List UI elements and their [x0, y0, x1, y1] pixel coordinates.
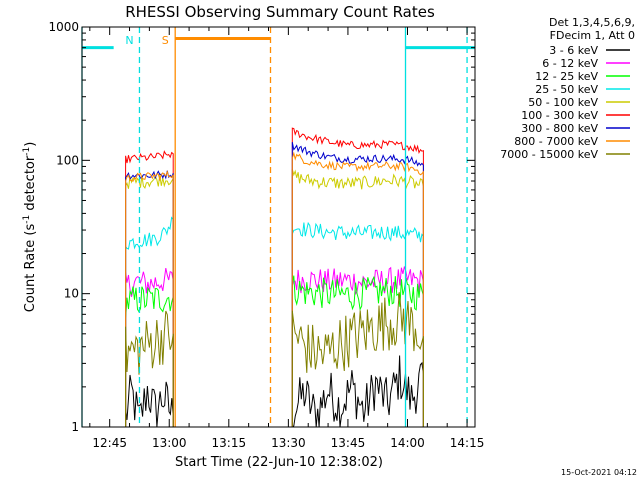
legend-label: 7000 - 15000 keV [500, 148, 598, 161]
y-axis-label-mid: detector [23, 155, 38, 215]
legend-label: 300 - 800 keV [521, 122, 598, 135]
legend-label: 12 - 25 keV [535, 70, 598, 83]
legend-label: 3 - 6 keV [549, 44, 598, 57]
y-axis-label-suffix: ) [23, 142, 38, 147]
legend-label: 50 - 100 keV [528, 96, 598, 109]
chart-title: RHESSI Observing Summary Count Rates [125, 3, 435, 21]
x-tick-label: 14:00 [390, 436, 425, 450]
y-axis-label-sup1: -1 [22, 215, 32, 224]
x-axis-label: Start Time (22-Jun-10 12:38:02) [175, 455, 383, 470]
series-line-50-100-keV-seg1 [291, 168, 424, 427]
series-line-6-12-keV-seg1 [291, 266, 424, 427]
series-line-7000-15000-keV-seg0 [125, 310, 174, 427]
marker-label-N: N [125, 34, 133, 47]
series-line-100-300-keV-seg0 [125, 150, 174, 427]
x-tick-label: 13:45 [331, 436, 366, 450]
legend-label: 100 - 300 keV [521, 109, 598, 122]
y-axis-label-sup2: -1 [22, 147, 32, 156]
series-line-3-6-keV-seg1 [292, 355, 424, 428]
legend-label: 800 - 7000 keV [514, 135, 598, 148]
x-axis-ticks: 12:45 13:00 13:15 13:30 13:45 14:00 14:15 [89, 27, 485, 450]
legend-label: 25 - 50 keV [535, 83, 598, 96]
series-line-25-50-keV-seg0 [125, 216, 174, 427]
y-axis-label: Count Rate (s-1 detector-1) [22, 142, 38, 313]
x-tick-label: 13:15 [212, 436, 247, 450]
x-tick-label: 12:45 [92, 436, 127, 450]
legend-header-line-2: FDecim 1, Att 0 [550, 29, 635, 42]
x-tick-label: 13:00 [152, 436, 187, 450]
series-line-25-50-keV-seg1 [291, 221, 424, 427]
y-axis-ticks: 1 10 100 1000 [48, 20, 475, 434]
y-tick-label: 1000 [48, 20, 79, 34]
y-tick-label: 10 [64, 287, 79, 301]
plot-frame [81, 26, 476, 428]
series-line-12-25-keV-seg0 [125, 286, 174, 427]
legend-label: 6 - 12 keV [542, 57, 598, 70]
series-line-800-7000-keV-seg1 [291, 151, 424, 427]
y-axis-label-prefix: Count Rate (s [23, 224, 38, 313]
y-tick-label: 100 [56, 153, 79, 167]
series-line-300-800-keV-seg1 [291, 142, 424, 427]
legend: Det 1,3,4,5,6,9, FDecim 1, Att 0 3 - 6 k… [500, 16, 635, 161]
legend-header-line-1: Det 1,3,4,5,6,9, [549, 16, 635, 29]
series-line-50-100-keV-seg0 [125, 174, 174, 427]
x-tick-label: 13:30 [271, 436, 306, 450]
series-line-12-25-keV-seg1 [291, 275, 424, 427]
x-tick-label: 14:15 [450, 436, 485, 450]
y-tick-label: 1 [71, 420, 79, 434]
series-line-100-300-keV-seg1 [291, 127, 424, 427]
plot-area [125, 127, 424, 428]
series-line-7000-15000-keV-seg1 [291, 292, 424, 427]
series-line-800-7000-keV-seg0 [125, 170, 174, 427]
footer-timestamp: 15-Oct-2021 04:12 [561, 468, 637, 477]
marker-label-S: S [162, 34, 169, 47]
series-line-3-6-keV-seg0 [125, 374, 174, 428]
